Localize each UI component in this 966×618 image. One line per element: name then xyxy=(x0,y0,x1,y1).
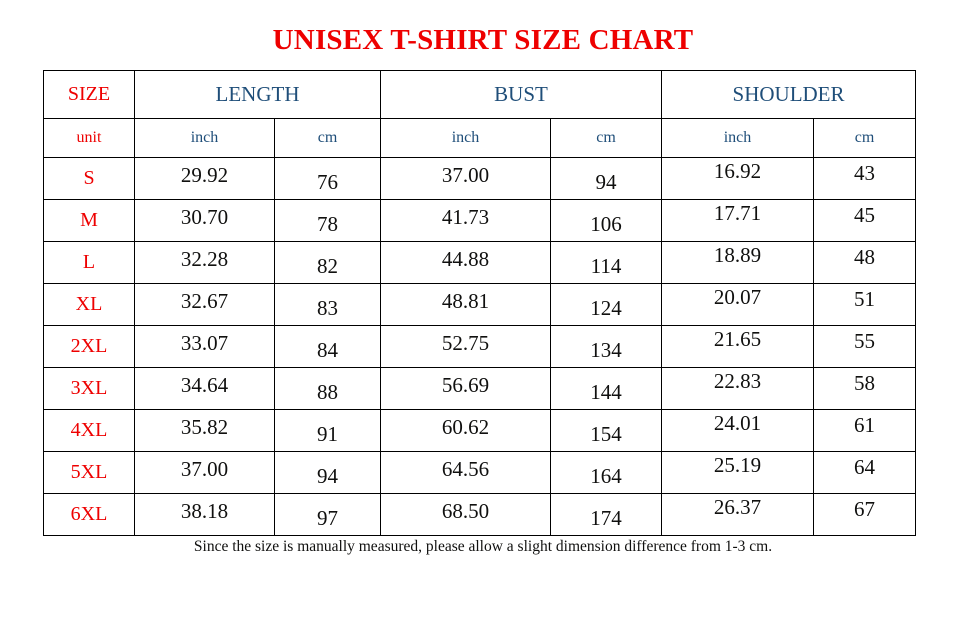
table-row: XL 32.67 83 48.81 124 20.07 51 xyxy=(43,276,917,330)
size-label-l: L xyxy=(43,241,135,284)
unit-bust-inch: inch xyxy=(380,118,552,158)
unit-shoulder-cm: cm xyxy=(813,118,917,158)
cell-bust-inch: 60.62 xyxy=(380,406,552,449)
header-unit: unit xyxy=(43,118,135,158)
cell-bust-cm: 106 xyxy=(550,203,663,246)
cell-shoulder-inch: 18.89 xyxy=(661,234,815,277)
cell-shoulder-inch: 24.01 xyxy=(661,402,815,445)
cell-shoulder-cm: 67 xyxy=(813,488,917,531)
cell-length-cm: 88 xyxy=(273,371,382,414)
cell-bust-cm: 134 xyxy=(550,329,663,372)
cell-length-cm: 84 xyxy=(273,329,382,372)
table-row: 3XL 34.64 88 56.69 144 22.83 58 xyxy=(43,360,917,414)
table-row: 2XL 33.07 84 52.75 134 21.65 55 xyxy=(43,318,917,372)
cell-shoulder-cm: 45 xyxy=(813,194,917,237)
cell-shoulder-cm: 61 xyxy=(813,404,917,447)
cell-shoulder-inch: 17.71 xyxy=(661,192,815,235)
size-chart-table-container: SIZE LENGTH BUST SHOULDER unit inch cm i… xyxy=(43,70,917,540)
cell-length-inch: 38.18 xyxy=(134,490,275,533)
cell-length-cm: 97 xyxy=(273,497,382,540)
header-shoulder: SHOULDER xyxy=(661,70,917,119)
table-row: 6XL 38.18 97 68.50 174 26.37 67 xyxy=(43,486,917,540)
cell-shoulder-cm: 51 xyxy=(813,278,917,321)
cell-length-cm: 76 xyxy=(273,161,382,204)
cell-shoulder-inch: 20.07 xyxy=(661,276,815,319)
cell-length-inch: 30.70 xyxy=(134,196,275,239)
size-label-3xl: 3XL xyxy=(43,367,135,410)
cell-length-cm: 82 xyxy=(273,245,382,288)
table-row: M 30.70 78 41.73 106 17.71 45 xyxy=(43,192,917,246)
cell-shoulder-inch: 26.37 xyxy=(661,486,815,529)
unit-length-cm: cm xyxy=(273,118,382,158)
unit-bust-cm: cm xyxy=(550,118,663,158)
cell-bust-cm: 144 xyxy=(550,371,663,414)
cell-shoulder-inch: 25.19 xyxy=(661,444,815,487)
table-header: SIZE LENGTH BUST SHOULDER unit inch cm i… xyxy=(43,70,917,158)
size-chart-table: SIZE LENGTH BUST SHOULDER unit inch cm i… xyxy=(43,70,917,540)
cell-bust-cm: 154 xyxy=(550,413,663,456)
cell-shoulder-cm: 58 xyxy=(813,362,917,405)
header-bust: BUST xyxy=(380,70,663,119)
cell-length-inch: 33.07 xyxy=(134,322,275,365)
cell-shoulder-cm: 64 xyxy=(813,446,917,489)
table-row: S 29.92 76 37.00 94 16.92 43 xyxy=(43,150,917,204)
table-body: S 29.92 76 37.00 94 16.92 43 M 30.70 78 41.73 106 17… xyxy=(43,150,917,540)
cell-shoulder-cm: 48 xyxy=(813,236,917,279)
cell-length-cm: 91 xyxy=(273,413,382,456)
table-row: 5XL 37.00 94 64.56 164 25.19 64 xyxy=(43,444,917,498)
cell-length-inch: 32.28 xyxy=(134,238,275,281)
header-length: LENGTH xyxy=(133,70,382,119)
cell-length-cm: 78 xyxy=(273,203,382,246)
size-label-2xl: 2XL xyxy=(43,325,135,368)
cell-bust-inch: 37.00 xyxy=(380,154,552,197)
cell-shoulder-cm: 43 xyxy=(813,152,917,195)
cell-bust-inch: 64.56 xyxy=(380,448,552,491)
size-label-xl: XL xyxy=(43,283,135,326)
size-label-4xl: 4XL xyxy=(43,409,135,452)
cell-length-inch: 32.67 xyxy=(134,280,275,323)
unit-length-inch: inch xyxy=(134,118,275,158)
size-label-6xl: 6XL xyxy=(43,493,135,536)
cell-shoulder-inch: 16.92 xyxy=(661,150,815,193)
cell-length-inch: 35.82 xyxy=(134,406,275,449)
cell-length-cm: 94 xyxy=(273,455,382,498)
cell-bust-cm: 94 xyxy=(550,161,663,204)
measurement-disclaimer: Since the size is manually measured, ple… xyxy=(193,538,773,555)
cell-bust-cm: 114 xyxy=(550,245,663,288)
size-label-m: M xyxy=(43,199,135,242)
page-title: UNISEX T-SHIRT SIZE CHART xyxy=(272,24,694,56)
cell-length-inch: 37.00 xyxy=(134,448,275,491)
cell-length-cm: 83 xyxy=(273,287,382,330)
cell-shoulder-inch: 22.83 xyxy=(661,360,815,403)
cell-bust-cm: 174 xyxy=(550,497,663,540)
cell-bust-inch: 68.50 xyxy=(380,490,552,533)
cell-bust-inch: 44.88 xyxy=(380,238,552,281)
cell-shoulder-cm: 55 xyxy=(813,320,917,363)
cell-bust-inch: 52.75 xyxy=(380,322,552,365)
cell-length-inch: 34.64 xyxy=(134,364,275,407)
size-label-s: S xyxy=(43,157,135,200)
cell-bust-inch: 48.81 xyxy=(380,280,552,323)
cell-bust-cm: 124 xyxy=(550,287,663,330)
cell-shoulder-inch: 21.65 xyxy=(661,318,815,361)
cell-length-inch: 29.92 xyxy=(134,154,275,197)
size-label-5xl: 5XL xyxy=(43,451,135,494)
header-size: SIZE xyxy=(43,70,135,119)
cell-bust-cm: 164 xyxy=(550,455,663,498)
cell-bust-inch: 41.73 xyxy=(380,196,552,239)
cell-bust-inch: 56.69 xyxy=(380,364,552,407)
group-header-row: SIZE LENGTH BUST SHOULDER xyxy=(43,70,917,119)
unit-header-row: unit inch cm inch cm inch cm xyxy=(43,118,917,158)
